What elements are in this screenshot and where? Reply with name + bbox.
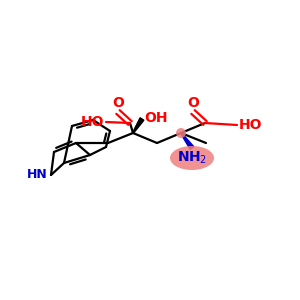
Text: NH$_2$: NH$_2$ [177,150,207,166]
Text: OH: OH [144,111,167,125]
Text: O: O [187,96,199,110]
Text: HO: HO [80,115,104,129]
Text: HN: HN [27,169,48,182]
Text: HO: HO [239,118,262,132]
Ellipse shape [170,146,214,170]
Polygon shape [133,118,144,133]
Ellipse shape [176,128,186,138]
Text: O: O [112,96,124,110]
Polygon shape [181,133,194,149]
